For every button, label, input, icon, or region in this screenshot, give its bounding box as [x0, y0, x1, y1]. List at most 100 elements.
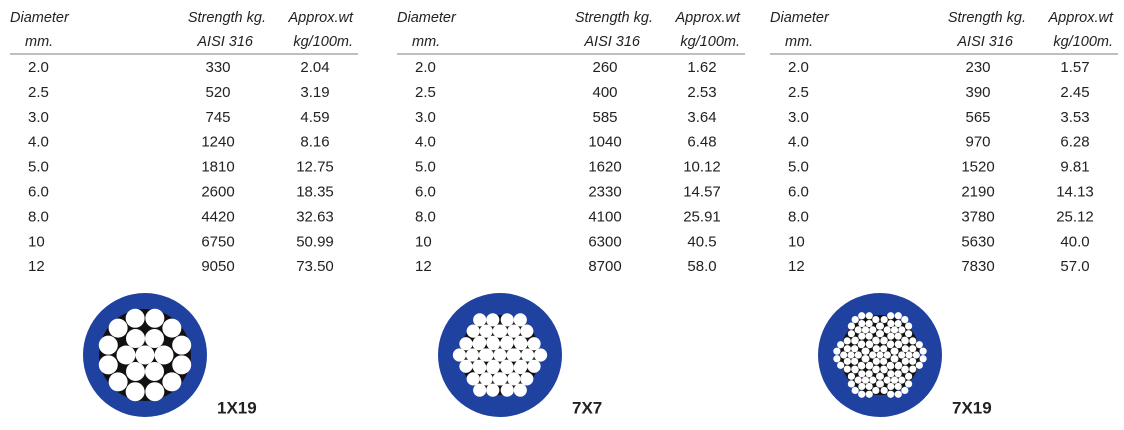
wire — [909, 365, 917, 373]
wire — [905, 322, 913, 330]
cell: 2.04 — [300, 59, 329, 76]
wire — [854, 326, 862, 334]
wire — [162, 372, 182, 392]
cell: 18.35 — [296, 183, 334, 200]
wire — [869, 376, 877, 384]
wire — [872, 386, 880, 395]
header-cell: Approx.wt — [1048, 10, 1114, 26]
cell: 3.0 — [788, 109, 809, 126]
wire — [876, 322, 884, 330]
cell: 2.5 — [415, 84, 436, 101]
wire — [880, 357, 888, 365]
wire — [843, 357, 851, 365]
wire — [125, 308, 145, 328]
wire — [843, 365, 851, 373]
cell: 12 — [415, 258, 432, 275]
cell: 3.64 — [687, 109, 716, 126]
wire — [880, 315, 888, 324]
wire — [880, 336, 888, 344]
cell: 4.0 — [415, 134, 436, 151]
cell: 745 — [205, 109, 230, 126]
wire — [919, 355, 927, 363]
wire — [872, 336, 880, 344]
cell: 390 — [965, 84, 990, 101]
cell: 2330 — [588, 183, 621, 200]
cell: 6300 — [588, 233, 621, 250]
cell: 1520 — [961, 159, 994, 176]
cell: 9050 — [201, 258, 234, 275]
wire — [887, 362, 895, 370]
cell: 5.0 — [415, 159, 436, 176]
wire — [909, 345, 917, 353]
wire — [847, 380, 855, 388]
cell: 12.75 — [296, 159, 334, 176]
wire — [854, 376, 862, 384]
wire — [527, 337, 541, 351]
wire — [520, 324, 534, 338]
wire — [869, 351, 877, 359]
wire — [500, 335, 514, 349]
cell: 6.0 — [415, 183, 436, 200]
wire — [479, 324, 493, 338]
wire — [837, 341, 845, 349]
cell: 25.12 — [1056, 208, 1094, 225]
wire — [847, 351, 855, 359]
cell: 14.57 — [683, 183, 721, 200]
header-cell: Strength kg. — [948, 10, 1026, 26]
cell: 4.0 — [28, 134, 49, 151]
wire — [919, 347, 927, 355]
wire — [851, 336, 859, 344]
cell: 4420 — [201, 208, 234, 225]
wire — [98, 335, 118, 355]
cell: 5.0 — [788, 159, 809, 176]
wire — [869, 326, 877, 334]
wire — [145, 329, 164, 349]
wire — [858, 312, 866, 320]
wire — [513, 383, 527, 397]
wire — [887, 390, 895, 398]
cell: 6.0 — [28, 183, 49, 200]
wire — [465, 348, 480, 362]
header-cell: AISI 316 — [956, 34, 1014, 50]
rope-label: 1X19 — [217, 398, 257, 417]
wire — [478, 348, 493, 362]
wire — [854, 351, 862, 359]
cell: 330 — [205, 59, 230, 76]
wire — [520, 372, 534, 386]
wire — [513, 313, 527, 327]
cell: 1.57 — [1060, 59, 1089, 76]
cell: 3.19 — [300, 84, 329, 101]
cell: 9.81 — [1060, 159, 1089, 176]
wire — [500, 383, 514, 397]
wire — [861, 326, 870, 334]
wire — [876, 330, 884, 338]
wire — [154, 345, 174, 365]
cell: 4.0 — [788, 134, 809, 151]
wire — [108, 372, 128, 392]
wire — [898, 376, 906, 384]
wire — [912, 351, 920, 359]
wire — [452, 348, 467, 362]
wire — [840, 351, 848, 359]
wire — [108, 318, 128, 338]
wire — [909, 337, 917, 345]
wire — [479, 372, 493, 386]
cell: 230 — [965, 59, 990, 76]
cell: 14.13 — [1056, 183, 1094, 200]
wire — [126, 361, 145, 381]
wire — [901, 357, 909, 365]
wire — [905, 380, 913, 388]
rope-icon: 7X19 — [818, 293, 992, 417]
wire — [459, 337, 473, 351]
wire — [901, 336, 909, 344]
wire — [466, 372, 480, 386]
cell: 8700 — [588, 258, 621, 275]
cell: 7830 — [961, 258, 994, 275]
wire — [145, 361, 164, 381]
wire — [533, 348, 548, 362]
cell: 10 — [28, 233, 45, 250]
wire — [883, 326, 891, 334]
wire — [507, 324, 521, 338]
wire — [851, 386, 859, 395]
header-cell: AISI 316 — [583, 34, 641, 50]
